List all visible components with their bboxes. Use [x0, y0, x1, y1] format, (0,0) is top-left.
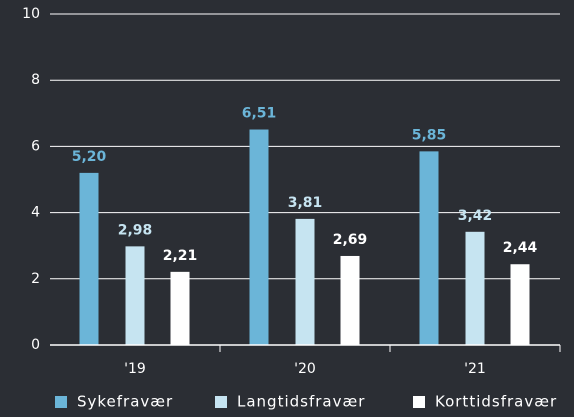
- value-label: 6,51: [242, 106, 277, 122]
- y-tick-label: 8: [31, 72, 40, 88]
- y-tick-label: 4: [31, 205, 40, 221]
- bar: [125, 246, 145, 345]
- value-label: 3,81: [288, 195, 323, 211]
- y-tick-label: 2: [31, 271, 40, 287]
- bar: [419, 151, 439, 345]
- x-tick-label: '20: [294, 361, 316, 377]
- value-label: 5,20: [72, 149, 107, 165]
- y-tick-label: 6: [31, 138, 40, 154]
- bar: [79, 172, 99, 345]
- bar: [510, 264, 530, 345]
- legend-label: Langtidsfravær: [237, 393, 365, 411]
- bar: [295, 218, 315, 345]
- x-tick-label: '19: [124, 361, 146, 377]
- y-tick-label: 10: [22, 6, 40, 22]
- value-label: 2,21: [163, 248, 198, 264]
- legend-label: Korttidsfravær: [435, 393, 557, 411]
- x-tick-label: '21: [464, 361, 486, 377]
- bar: [340, 255, 360, 345]
- bar: [170, 271, 190, 345]
- y-tick-label: 0: [31, 337, 40, 353]
- value-label: 2,98: [118, 222, 153, 238]
- bar: [465, 231, 485, 345]
- value-label: 2,69: [333, 232, 368, 248]
- value-label: 3,42: [458, 208, 493, 224]
- legend-swatch: [215, 396, 227, 408]
- legend-label: Sykefravær: [77, 393, 173, 411]
- value-label: 5,85: [412, 127, 447, 143]
- bar: [249, 129, 269, 345]
- value-label: 2,44: [503, 240, 538, 256]
- legend-swatch: [55, 396, 67, 408]
- legend-swatch: [413, 396, 425, 408]
